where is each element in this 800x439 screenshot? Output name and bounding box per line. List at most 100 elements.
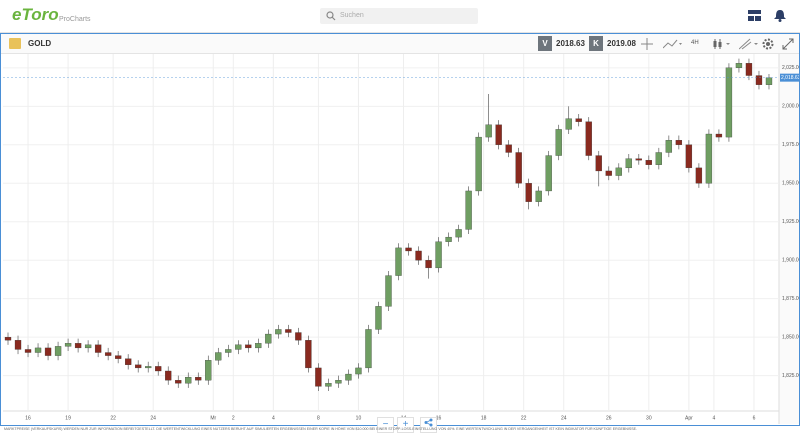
y-tick-label: 1,825.00: [782, 373, 799, 379]
candle-body: [475, 136, 482, 192]
candle-body: [285, 329, 292, 333]
candle-body: [465, 190, 472, 230]
candle-body: [104, 352, 112, 356]
search-box[interactable]: Suchen: [320, 8, 478, 24]
x-tick-label: 24: [561, 415, 567, 421]
candle-body: [345, 373, 352, 381]
y-tick-label: 1,950.00: [782, 181, 799, 187]
search-icon: [326, 11, 336, 21]
logo[interactable]: eToro: [12, 5, 59, 24]
candle-body: [305, 340, 312, 369]
candle-body: [195, 376, 202, 381]
x-tick-label: 10: [356, 415, 362, 421]
candle-body: [645, 160, 652, 165]
indicator-icon[interactable]: [663, 38, 683, 50]
candle-body: [114, 355, 122, 359]
candle-body: [34, 347, 42, 353]
candle-body: [715, 133, 723, 138]
x-tick-label: 18: [481, 415, 487, 421]
y-tick-label: 2,025.00: [782, 65, 799, 71]
x-tick-label: 26: [606, 415, 612, 421]
candle-body: [395, 247, 402, 276]
candle-body: [365, 329, 372, 369]
x-tick-label: 16: [436, 415, 442, 421]
candle-body: [625, 158, 632, 169]
candle-body: [135, 364, 142, 369]
candle-body: [765, 77, 773, 85]
candle-body: [705, 133, 713, 184]
y-tick-label: 1,850.00: [782, 334, 799, 340]
y-tick-label: 1,925.00: [782, 219, 799, 225]
x-tick-label: Mr: [210, 415, 216, 421]
candle-body: [14, 340, 22, 350]
x-tick-label: 4: [713, 415, 716, 421]
sell-tag[interactable]: V: [538, 36, 552, 51]
crosshair-icon[interactable]: [641, 38, 653, 50]
zoom-in-button[interactable]: +: [397, 417, 414, 433]
candle-body: [495, 124, 502, 145]
candle-body: [54, 346, 62, 356]
timeframe[interactable]: 4H: [691, 40, 699, 46]
zoom-out-button[interactable]: −: [377, 417, 394, 433]
drawing-icon[interactable]: [739, 38, 761, 50]
chart-type-icon[interactable]: [712, 38, 732, 50]
last-price-tag: [780, 73, 799, 82]
axis-panel: [779, 54, 799, 424]
product-name: ProCharts: [59, 16, 91, 23]
candle-body: [525, 183, 532, 202]
candle-body: [44, 347, 52, 356]
candle-body: [315, 367, 322, 387]
share-button[interactable]: [420, 417, 437, 433]
layout-icon[interactable]: [748, 10, 762, 22]
candle-body: [585, 121, 592, 156]
chart-toolbar: GOLD V 2018.63 K 2019.08 4H: [1, 34, 799, 54]
chart-panel: GOLD V 2018.63 K 2019.08 4H 1,825.00 1,85…: [0, 33, 800, 433]
disclaimer: MARKTPREISE (VERKAUFSKURS) WERDEN NUR ZU…: [4, 427, 638, 431]
candle-body: [74, 343, 82, 349]
y-tick-label: 1,975.00: [782, 142, 799, 148]
candle-body: [435, 241, 442, 269]
candle-body: [215, 352, 222, 361]
x-tick-label: 6: [753, 415, 756, 421]
candle-body: [275, 329, 282, 335]
fullscreen-icon[interactable]: [782, 38, 794, 50]
share-icon: [424, 418, 433, 427]
candle-body: [175, 380, 182, 384]
x-tick-label: 16: [25, 415, 31, 421]
candle-body: [605, 170, 612, 176]
candle-body: [565, 118, 572, 130]
x-tick-label: 2: [232, 415, 235, 421]
x-tick-label: 30: [646, 415, 652, 421]
candle-body: [205, 360, 212, 381]
buy-price: 2019.08: [607, 39, 636, 48]
candle-body: [265, 333, 272, 344]
candle-body: [335, 380, 342, 384]
top-bar: eToro ProCharts Suchen: [0, 0, 800, 33]
candle-body: [735, 63, 743, 68]
search-placeholder: Suchen: [340, 12, 364, 19]
candle-body: [535, 190, 542, 202]
x-tick-label: 24: [150, 415, 156, 421]
notification-icon[interactable]: [774, 9, 786, 22]
settings-icon[interactable]: [762, 38, 774, 50]
buy-tag[interactable]: K: [589, 36, 603, 51]
candle-body: [185, 376, 192, 384]
x-tick-label: 4: [272, 415, 275, 421]
y-tick-label: 2,000.00: [782, 104, 799, 110]
candle-body: [455, 229, 462, 238]
candle-body: [295, 332, 302, 341]
candle-body: [145, 366, 152, 369]
x-tick-label: Apr: [685, 415, 693, 421]
chart: 1,825.00 1,850.00 1,875.00 1,900.00 1,925.00…: [3, 54, 799, 424]
x-tick-label: 22: [110, 415, 116, 421]
y-tick-label: 1,900.00: [782, 258, 799, 264]
sell-price: 2018.63: [556, 39, 585, 48]
x-tick-label: 22: [521, 415, 527, 421]
candle-body: [375, 306, 382, 330]
candle-body: [695, 167, 703, 184]
candle-body: [64, 343, 72, 347]
instrument-name: GOLD: [28, 39, 52, 48]
candle-body: [405, 247, 412, 252]
candle-body: [425, 260, 432, 269]
